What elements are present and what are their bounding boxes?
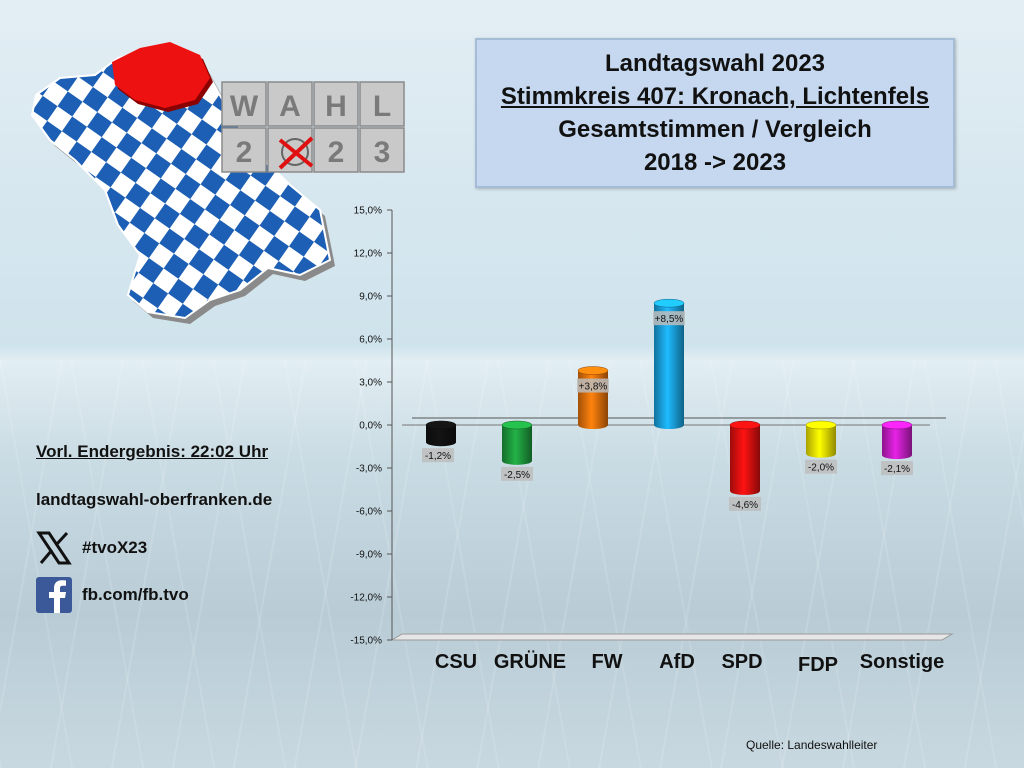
bar-body	[882, 425, 912, 460]
category-label: CSU	[435, 651, 477, 673]
logo-letter: 2	[236, 136, 253, 169]
logo-block	[313, 81, 359, 127]
data-label-box	[501, 466, 533, 481]
logo-letter: 2	[328, 136, 345, 169]
bar-csu: -1,2%	[422, 420, 457, 463]
title-line-2: Stimmkreis 407: Kronach, Lichtenfels	[500, 83, 930, 110]
data-label: -1,2%	[425, 451, 451, 462]
website-label: landtagswahl-oberfranken.de	[36, 490, 273, 509]
bar-afd: +8,5%	[653, 298, 685, 429]
bar-body	[806, 425, 836, 458]
y-tick-label: 3,0%	[359, 378, 382, 389]
data-label: +8,5%	[655, 314, 684, 325]
bar-body	[654, 303, 684, 429]
logo-block	[267, 81, 313, 127]
source-label: Quelle: Landeswahlleiter	[746, 738, 878, 752]
facebook-icon	[36, 577, 72, 613]
data-label: -4,6%	[732, 500, 758, 511]
y-tick-label: -15,0%	[350, 636, 382, 647]
logo-letter: L	[373, 90, 391, 123]
chart-floor	[390, 633, 954, 641]
logo-letter: H	[325, 90, 347, 123]
logo-block	[359, 127, 405, 173]
result-time-label: Vorl. Endergebnis: 22:02 Uhr	[36, 442, 269, 461]
data-label-box	[653, 311, 685, 326]
bar-fw: +3,8%	[577, 366, 609, 429]
facebook-handle-row: fb.com/fb.tvo	[36, 577, 189, 613]
y-tick-label: 0,0%	[359, 421, 382, 432]
data-label: -2,1%	[884, 464, 910, 475]
data-label-box	[881, 461, 913, 476]
bar-cap	[881, 420, 913, 430]
bar-cap	[425, 420, 457, 430]
y-tick-label: 6,0%	[359, 335, 382, 346]
category-label: SPD	[721, 651, 762, 673]
ballot-cross-icon	[278, 136, 314, 170]
y-tick-label: -9,0%	[356, 550, 382, 561]
data-label: +3,8%	[579, 382, 608, 393]
x-handle-row: #tvoX23	[36, 530, 147, 566]
y-tick-label: -12,0%	[350, 593, 382, 604]
category-label: AfD	[659, 651, 695, 673]
y-tick-label: -3,0%	[356, 464, 382, 475]
y-tick-label: 12,0%	[354, 249, 382, 260]
title-line-4: 2018 -> 2023	[643, 149, 787, 176]
logo-letter: W	[230, 90, 259, 123]
bar-body	[502, 425, 532, 465]
logo-block	[313, 127, 359, 173]
y-tick-label: -6,0%	[356, 507, 382, 518]
data-label-box	[422, 448, 454, 463]
logo-block	[359, 81, 405, 127]
logo-block	[221, 127, 267, 173]
y-tick-label: 15,0%	[354, 206, 382, 217]
data-label-box	[729, 496, 761, 511]
title-line-1: Landtagswahl 2023	[604, 50, 826, 77]
bar-spd: -4,6%	[729, 420, 761, 511]
bar-sonstige: -2,1%	[881, 420, 913, 476]
title-line-3: Gesamtstimmen / Vergleich	[558, 116, 872, 143]
data-label-box	[805, 459, 837, 474]
x-logo-icon	[36, 531, 72, 565]
logo-letter: A	[279, 90, 301, 123]
facebook-handle-text: fb.com/fb.tvo	[82, 585, 189, 604]
bar-cap	[805, 420, 837, 430]
bar-cap	[501, 420, 533, 430]
data-label: -2,5%	[504, 470, 530, 481]
title-box: Landtagswahl 2023 Stimmkreis 407: Kronac…	[475, 38, 955, 188]
category-label: FW	[591, 651, 622, 673]
logo-block	[221, 81, 267, 127]
category-label: FDP	[798, 654, 838, 676]
bavaria-map-icon	[30, 42, 335, 324]
bar-grüne: -2,5%	[501, 420, 533, 481]
logo-letter: 3	[374, 136, 391, 169]
bar-cap	[653, 298, 685, 308]
category-label: Sonstige	[860, 651, 944, 673]
bar-fdp: -2,0%	[805, 420, 837, 474]
bar-body	[730, 425, 760, 495]
x-handle-text: #tvoX23	[82, 538, 148, 557]
bar-cap	[729, 420, 761, 430]
y-tick-label: 9,0%	[359, 292, 382, 303]
bar-body	[426, 425, 456, 447]
data-label-box	[577, 378, 609, 393]
data-label: -2,0%	[808, 463, 834, 474]
bar-cap	[577, 366, 609, 375]
category-label: GRÜNE	[494, 650, 566, 673]
